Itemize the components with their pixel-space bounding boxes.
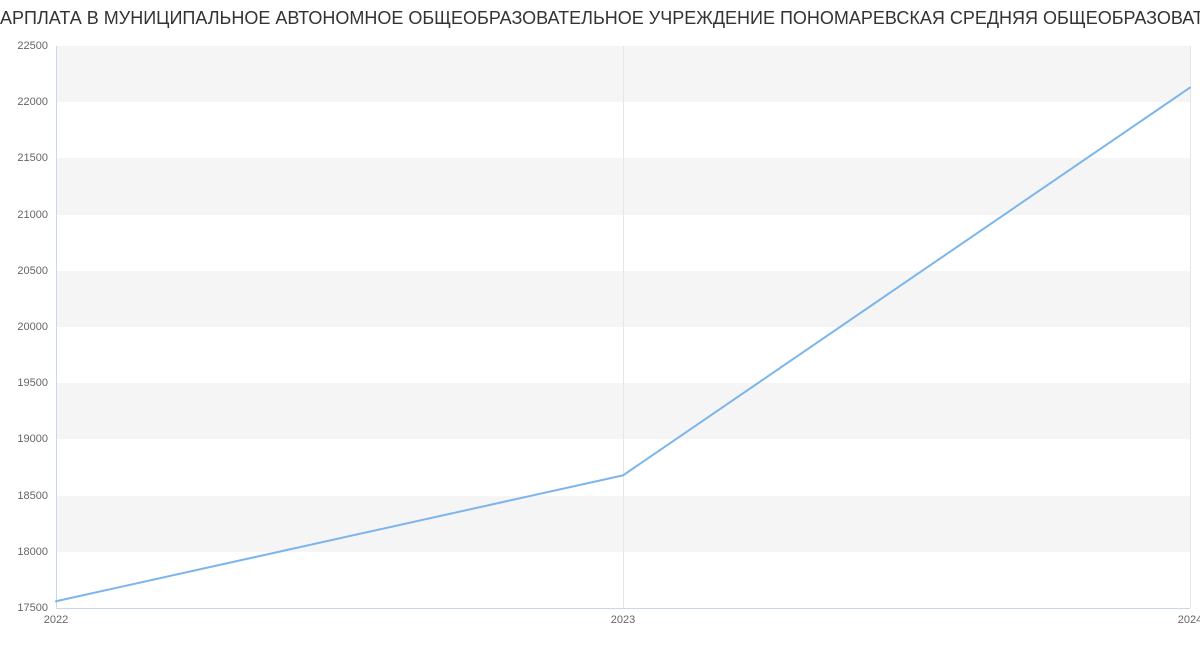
y-tick-label: 22500	[17, 40, 56, 52]
y-tick-label: 20500	[17, 265, 56, 277]
series-line-salary	[56, 88, 1190, 602]
y-tick-label: 18500	[17, 490, 56, 502]
y-tick-label: 19500	[17, 377, 56, 389]
x-tick-label: 2023	[611, 608, 635, 626]
x-axis-line	[56, 608, 1190, 609]
plot-area: 1750018000185001900019500200002050021000…	[56, 46, 1190, 608]
y-tick-label: 18000	[17, 546, 56, 558]
series-layer	[56, 46, 1190, 608]
chart-container: АРПЛАТА В МУНИЦИПАЛЬНОЕ АВТОНОМНОЕ ОБЩЕО…	[0, 0, 1200, 650]
y-tick-label: 19000	[17, 433, 56, 445]
gridline-vertical	[1190, 46, 1191, 608]
y-tick-label: 20000	[17, 321, 56, 333]
x-tick-label: 2022	[44, 608, 68, 626]
y-tick-label: 21000	[17, 209, 56, 221]
chart-title: АРПЛАТА В МУНИЦИПАЛЬНОЕ АВТОНОМНОЕ ОБЩЕО…	[0, 8, 1200, 29]
y-tick-label: 21500	[17, 152, 56, 164]
x-tick-label: 2024	[1178, 608, 1200, 626]
y-tick-label: 22000	[17, 96, 56, 108]
